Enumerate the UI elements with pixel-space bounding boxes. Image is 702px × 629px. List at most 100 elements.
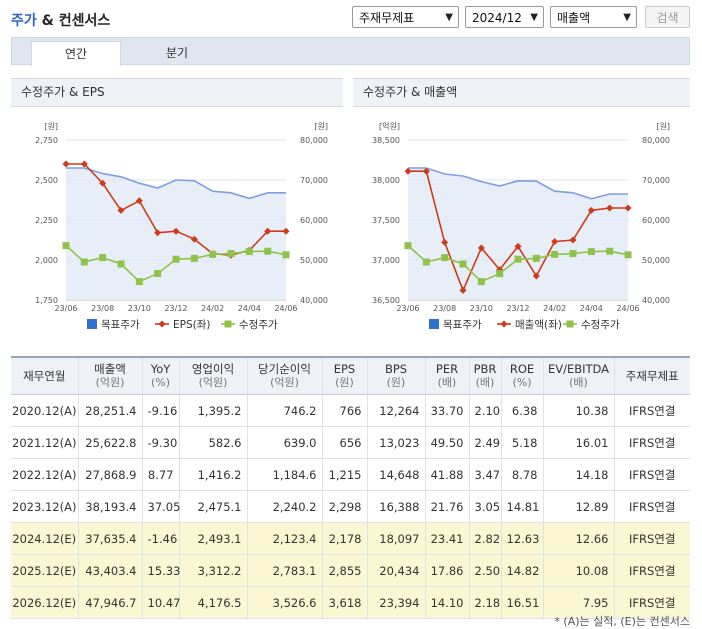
tab-quarterly[interactable]: 분기 — [165, 46, 189, 60]
table-cell: 1,184.6 — [247, 458, 323, 491]
x-tick-label: 24/02 — [201, 304, 224, 313]
data-point-adjusted-price — [514, 255, 522, 263]
data-point-secondary — [551, 238, 559, 246]
x-tick-label: 23/08 — [91, 304, 114, 313]
y-left-tick-label: 38,500 — [372, 136, 400, 145]
data-point-secondary — [606, 204, 614, 212]
table-cell: 2,178 — [322, 522, 368, 555]
table-cell: 8.78 — [501, 458, 544, 491]
data-point-secondary — [62, 160, 70, 168]
data-point-adjusted-price — [569, 250, 577, 258]
table-cell: 2.10 — [469, 394, 502, 427]
column-header-label: 매출액 — [94, 362, 126, 376]
data-point-adjusted-price — [62, 242, 70, 250]
column-header: EV/EBITDA (배) — [543, 356, 615, 395]
table-row: 2021.12(A) 25,622.8 -9.30 582.6 639.0 656 13,0… — [11, 426, 690, 459]
table-cell: 20,434 — [367, 554, 426, 587]
table-cell: 16.51 — [501, 586, 544, 619]
table-body: 2020.12(A) 28,251.4 -9.16 1,395.2 746.2 766 12… — [11, 394, 690, 619]
y-left-tick-label: 1,750 — [35, 296, 58, 305]
y-left-unit: [억원] — [379, 121, 400, 131]
legend-label: 매출액(좌) — [515, 319, 562, 331]
search-button[interactable]: 검색 — [645, 6, 690, 28]
data-point-secondary — [441, 238, 449, 246]
y-right-unit: [원] — [656, 122, 670, 131]
legend-swatch-target-price — [429, 319, 439, 329]
table-cell: 49.50 — [425, 426, 470, 459]
table-row: 2023.12(A) 38,193.4 37.05 2,475.1 2,240.2 2,2… — [11, 490, 690, 523]
y-right-tick-label: 80,000 — [642, 136, 670, 145]
chart-price-eps: 2,750 2,500 2,250 2,000 1,750 80,000 70,000 60,… — [35, 122, 328, 331]
table-cell: 2.49 — [469, 426, 502, 459]
chevron-down-icon: ▼ — [623, 12, 631, 23]
table-cell: 5.18 — [501, 426, 544, 459]
y-left-tick-label: 2,250 — [35, 216, 58, 225]
x-tick-label: 23/10 — [128, 304, 151, 313]
table-cell: 41.88 — [425, 458, 470, 491]
chart1-title: 수정주가 & EPS — [11, 78, 343, 107]
table-cell: 3,526.6 — [247, 586, 323, 619]
metric-select[interactable]: 매출액 ▼ — [550, 6, 637, 28]
table-cell: 16.01 — [543, 426, 615, 459]
table-cell: 3.05 — [469, 490, 502, 523]
table-cell: IFRS연결 — [614, 490, 690, 523]
table-cell: -1.46 — [142, 522, 180, 555]
y-left-tick-label: 37,500 — [372, 216, 400, 225]
chevron-down-icon: ▼ — [530, 12, 538, 23]
data-point-secondary — [624, 204, 632, 212]
y-left-tick-label: 2,500 — [35, 176, 58, 185]
column-header-label: 주재무제표 — [625, 369, 679, 383]
data-point-adjusted-price — [496, 270, 504, 278]
column-header-unit: (배) — [569, 376, 588, 389]
table-cell: 1,416.2 — [179, 458, 248, 491]
data-point-adjusted-price — [477, 278, 485, 286]
data-point-secondary — [422, 167, 430, 175]
column-header: 영업이익 (억원) — [179, 356, 248, 395]
table-cell: 10.38 — [543, 394, 615, 427]
column-header-unit: (원) — [386, 376, 406, 389]
data-point-adjusted-price — [117, 260, 125, 268]
column-header-unit: (원) — [335, 376, 354, 389]
table-cell: 14.18 — [543, 458, 615, 491]
page-title: 주가 & 컨센서스 — [11, 10, 110, 30]
table-cell: 2022.12(A) — [11, 458, 79, 491]
column-header-unit: (억원) — [95, 376, 125, 389]
column-header-unit: (배) — [437, 376, 457, 389]
x-tick-label: 24/04 — [238, 304, 261, 313]
table-cell: 33.70 — [425, 394, 470, 427]
column-header: PBR (배) — [469, 356, 502, 395]
table-cell: 14.81 — [501, 490, 544, 523]
footnote: * (A)는 실적, (E)는 컨센서스 — [554, 615, 690, 628]
data-point-adjusted-price — [80, 258, 88, 266]
y-left-tick-label: 2,000 — [35, 256, 58, 265]
table-cell: 766 — [322, 394, 368, 427]
period-select[interactable]: 2024/12 ▼ — [465, 6, 544, 28]
chart2-title: 수정주가 & 매출액 — [353, 78, 690, 107]
x-tick-label: 23/10 — [470, 304, 493, 313]
table-cell: 17.86 — [425, 554, 470, 587]
legend-marker-secondary — [500, 320, 508, 328]
data-point-adjusted-price — [459, 260, 467, 268]
data-point-adjusted-price — [282, 251, 290, 259]
data-point-secondary — [117, 206, 125, 214]
column-header: ROE (%) — [501, 356, 544, 395]
column-header-label: EPS — [333, 362, 356, 376]
data-point-adjusted-price — [532, 254, 540, 262]
statement-type-select[interactable]: 주재무제표 ▼ — [352, 6, 459, 28]
tab-annual[interactable]: 연간 — [31, 41, 121, 66]
table-cell: 16,388 — [367, 490, 426, 523]
table-cell: 12,264 — [367, 394, 426, 427]
column-header-unit: (억원) — [198, 376, 228, 389]
table-cell: 10.08 — [543, 554, 615, 587]
table-row: 2024.12(E) 37,635.4 -1.46 2,493.1 2,123.4 2,1… — [11, 522, 690, 555]
table-cell: 3.47 — [469, 458, 502, 491]
data-point-secondary — [459, 286, 467, 294]
column-header: EPS (원) — [322, 356, 368, 395]
table-cell: 15.33 — [142, 554, 180, 587]
table-cell: -9.30 — [142, 426, 180, 459]
data-point-secondary — [264, 227, 272, 235]
data-point-secondary — [80, 160, 88, 168]
column-header: 매출액 (억원) — [78, 356, 143, 395]
table-cell: 2.18 — [469, 586, 502, 619]
table-cell: 1,215 — [322, 458, 368, 491]
